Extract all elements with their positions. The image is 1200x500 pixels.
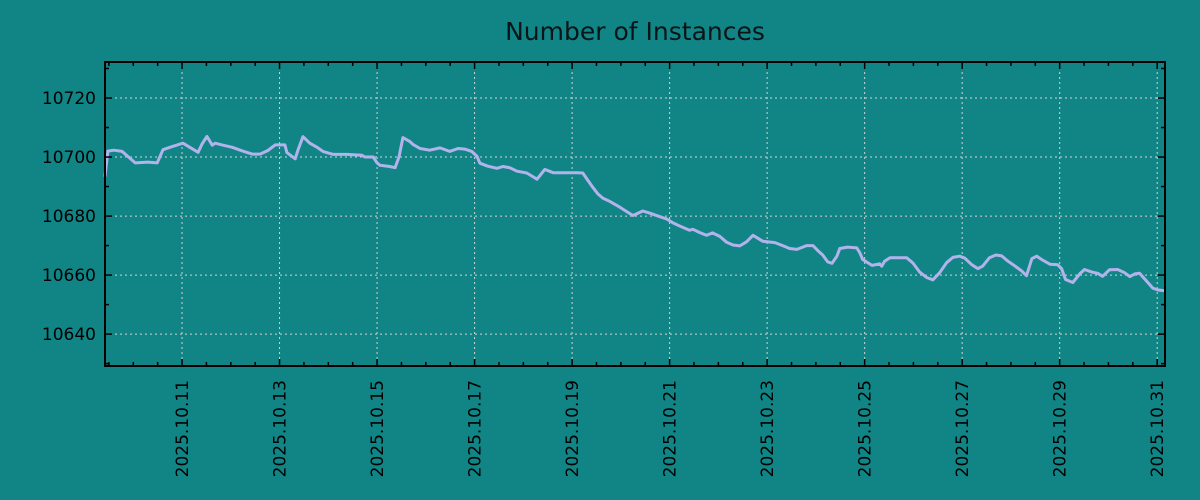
y-tick-label: 10680 xyxy=(42,207,96,227)
y-tick-label: 10720 xyxy=(42,89,96,109)
x-tick-label: 2025.10.19 xyxy=(563,380,583,477)
x-tick-label: 2025.10.15 xyxy=(368,380,388,477)
instances-series-line xyxy=(103,134,1166,293)
y-tick-label: 10640 xyxy=(42,325,96,345)
x-tick-label: 2025.10.11 xyxy=(173,380,193,477)
x-tick-label: 2025.10.13 xyxy=(271,380,291,477)
x-tick-label: 2025.10.29 xyxy=(1051,380,1071,477)
x-tick-label: 2025.10.23 xyxy=(758,380,778,477)
plot-border xyxy=(104,61,1166,367)
y-tick-label: 10660 xyxy=(42,266,96,286)
x-tick-label: 2025.10.17 xyxy=(466,380,486,477)
y-tick-labels: 10640 10660 10680 10700 10720 xyxy=(42,89,96,345)
x-tick-label: 2025.10.27 xyxy=(953,380,973,477)
x-tick-label: 2025.10.31 xyxy=(1148,380,1168,477)
chart-title: Number of Instances xyxy=(505,17,765,46)
x-tick-label: 2025.10.21 xyxy=(661,380,681,477)
y-tick-label: 10700 xyxy=(42,148,96,168)
x-tick-label: 2025.10.25 xyxy=(856,380,876,477)
x-tick-labels: 2025.10.11 2025.10.13 2025.10.15 2025.10.17… xyxy=(173,380,1168,477)
